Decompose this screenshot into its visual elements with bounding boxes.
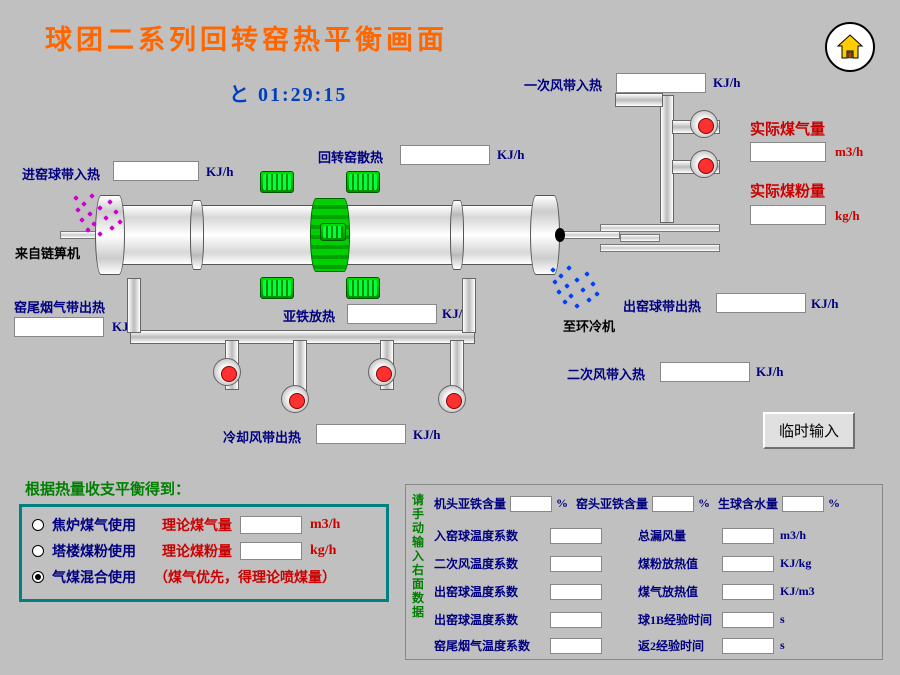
r4-v1[interactable] bbox=[550, 612, 602, 628]
r4-l2: 球1B经验时间 bbox=[638, 611, 716, 628]
secondary-air-value[interactable] bbox=[660, 362, 750, 382]
kiln-loss-unit: KJ/h bbox=[497, 147, 524, 163]
actual-coal-unit: kg/h bbox=[835, 208, 860, 224]
water-label: 生球含水量 bbox=[718, 495, 778, 512]
home-icon bbox=[835, 32, 865, 62]
cooling-air-unit: KJ/h bbox=[413, 427, 440, 443]
cooling-air-value[interactable] bbox=[316, 424, 406, 444]
primary-air-unit: KJ/h bbox=[713, 75, 740, 91]
actual-gas-unit: m3/h bbox=[835, 144, 863, 160]
r3-u2: KJ/m3 bbox=[780, 584, 815, 599]
theory-gas-unit: m3/h bbox=[310, 517, 340, 533]
r5-l1: 窑尾烟气温度系数 bbox=[434, 637, 544, 654]
theory-gas-label: 理论煤气量 bbox=[162, 515, 232, 535]
secondary-air-label: 二次风带入热 bbox=[567, 364, 645, 383]
theory-coal-label: 理论煤粉量 bbox=[162, 541, 232, 561]
theory-coal-value[interactable] bbox=[240, 542, 302, 560]
temp-input-button[interactable]: 临时输入 bbox=[763, 412, 855, 449]
fan-icon bbox=[281, 385, 309, 413]
kiln-loss-label: 回转窑散热 bbox=[318, 147, 383, 166]
secondary-air-unit: KJ/h bbox=[756, 364, 783, 380]
pipe bbox=[615, 93, 663, 107]
r1-l1: 入窑球温度系数 bbox=[434, 527, 544, 544]
r1-u2: m3/h bbox=[780, 528, 806, 543]
fan-icon bbox=[690, 110, 718, 138]
kiln-diagram bbox=[70, 195, 595, 277]
pct: % bbox=[556, 496, 568, 511]
r4-v2[interactable] bbox=[722, 612, 774, 628]
tail-gas-label: 窑尾烟气带出热 bbox=[14, 297, 105, 316]
fan-icon bbox=[213, 358, 241, 386]
panel-side-text: 请手动输入右面数据 bbox=[410, 493, 426, 619]
fan-icon bbox=[438, 385, 466, 413]
fuel-selection-panel: 焦炉煤气使用 理论煤气量 m3/h 塔楼煤粉使用 理论煤粉量 kg/h 气煤混合… bbox=[19, 504, 389, 602]
outlet-ball-unit: KJ/h bbox=[811, 296, 838, 312]
pipe bbox=[660, 95, 674, 223]
outlet-particles bbox=[545, 262, 615, 312]
fuel-mix-note: （煤气优先，得理论喷煤量） bbox=[154, 567, 336, 587]
primary-air-label: 一次风带入热 bbox=[524, 75, 602, 94]
head-fe-value[interactable] bbox=[510, 496, 552, 512]
primary-air-value[interactable] bbox=[616, 73, 706, 93]
actual-coal-value[interactable] bbox=[750, 205, 826, 225]
fuel-radio-2[interactable] bbox=[32, 545, 44, 557]
inlet-ball-value[interactable] bbox=[113, 161, 199, 181]
tail-fe-value[interactable] bbox=[652, 496, 694, 512]
inlet-particles bbox=[68, 190, 138, 240]
fe-release-label: 亚铁放热 bbox=[283, 306, 335, 325]
r5-v2[interactable] bbox=[722, 638, 774, 654]
fuel-opt-2: 塔楼煤粉使用 bbox=[52, 541, 136, 561]
head-fe-label: 机头亚铁含量 bbox=[434, 495, 506, 512]
r3-l1: 出窑球温度系数 bbox=[434, 583, 544, 600]
r1-l2: 总漏风量 bbox=[638, 527, 716, 544]
r3-v2[interactable] bbox=[722, 584, 774, 600]
pct: % bbox=[698, 496, 710, 511]
pipe bbox=[127, 278, 141, 333]
r5-v1[interactable] bbox=[550, 638, 602, 654]
fan-icon bbox=[690, 150, 718, 178]
pct: % bbox=[828, 496, 840, 511]
balance-header: 根据热量收支平衡得到： bbox=[25, 478, 190, 499]
fuel-opt-1: 焦炉煤气使用 bbox=[52, 515, 136, 535]
r1-v2[interactable] bbox=[722, 528, 774, 544]
fan-icon bbox=[368, 358, 396, 386]
r3-l2: 煤气放热值 bbox=[638, 583, 716, 600]
inlet-ball-unit: KJ/h bbox=[206, 164, 233, 180]
kiln-loss-value[interactable] bbox=[400, 145, 490, 165]
dest-label: 至环冷机 bbox=[563, 316, 615, 335]
home-button[interactable] bbox=[825, 22, 875, 72]
r4-l1: 出窑球温度系数 bbox=[434, 611, 544, 628]
outlet-ball-value[interactable] bbox=[716, 293, 806, 313]
pipe bbox=[462, 278, 476, 333]
r2-v1[interactable] bbox=[550, 556, 602, 572]
theory-gas-value[interactable] bbox=[240, 516, 302, 534]
page-title: 球团二系列回转窑热平衡画面 bbox=[45, 18, 448, 57]
theory-coal-unit: kg/h bbox=[310, 543, 336, 559]
r1-v1[interactable] bbox=[550, 528, 602, 544]
water-value[interactable] bbox=[782, 496, 824, 512]
actual-gas-value[interactable] bbox=[750, 142, 826, 162]
actual-gas-label: 实际煤气量 bbox=[750, 118, 825, 139]
cooling-air-label: 冷却风带出热 bbox=[223, 427, 301, 446]
r4-u2: s bbox=[780, 612, 785, 627]
r5-u2: s bbox=[780, 638, 785, 653]
tail-gas-value[interactable] bbox=[14, 317, 104, 337]
inlet-ball-label: 进窑球带入热 bbox=[22, 164, 100, 183]
fuel-opt-3: 气煤混合使用 bbox=[52, 567, 136, 587]
fe-release-value[interactable] bbox=[347, 304, 437, 324]
r2-l2: 煤粉放热值 bbox=[638, 555, 716, 572]
tail-fe-label: 窑头亚铁含量 bbox=[576, 495, 648, 512]
actual-coal-label: 实际煤粉量 bbox=[750, 180, 825, 201]
r2-v2[interactable] bbox=[722, 556, 774, 572]
r3-v1[interactable] bbox=[550, 584, 602, 600]
r5-l2: 返2经验时间 bbox=[638, 637, 716, 654]
fuel-radio-3[interactable] bbox=[32, 571, 44, 583]
r2-u2: KJ/kg bbox=[780, 556, 811, 571]
outlet-ball-label: 出窑球带出热 bbox=[623, 296, 701, 315]
manual-input-panel: 请手动输入右面数据 机头亚铁含量 % 窑头亚铁含量 % 生球含水量 % 入窑球温… bbox=[405, 484, 883, 660]
r2-l1: 二次风温度系数 bbox=[434, 555, 544, 572]
timestamp: と 01:29:15 bbox=[75, 78, 347, 107]
fuel-radio-1[interactable] bbox=[32, 519, 44, 531]
